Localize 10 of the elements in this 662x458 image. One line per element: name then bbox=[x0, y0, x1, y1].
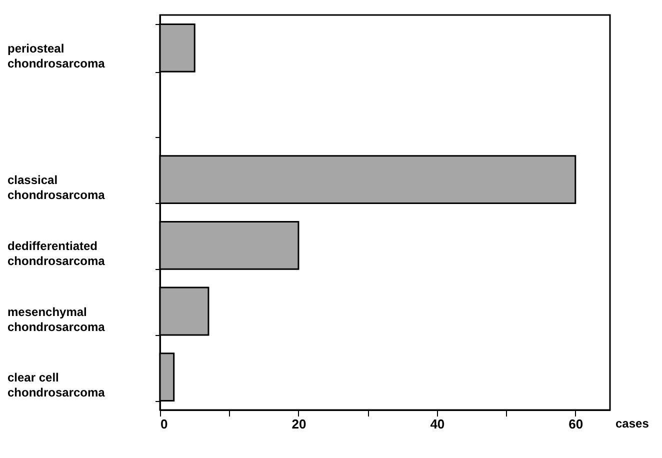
y-tick-label: clear cell chondrosarcoma bbox=[8, 370, 106, 400]
x-axis-title: cases bbox=[616, 416, 650, 430]
x-tick-label: 60 bbox=[568, 416, 584, 432]
y-tick-label: dedifferentiated chondrosarcoma bbox=[8, 238, 106, 268]
y-tick-label: mesenchymal chondrosarcoma bbox=[8, 304, 106, 334]
x-tick-label: 0 bbox=[160, 416, 168, 432]
y-tick-label: classical chondrosarcoma bbox=[8, 173, 106, 202]
x-tick-label: 40 bbox=[430, 416, 445, 432]
y-tick-label: periosteal chondrosarcoma bbox=[8, 41, 106, 70]
x-tick-label: 20 bbox=[292, 416, 306, 432]
